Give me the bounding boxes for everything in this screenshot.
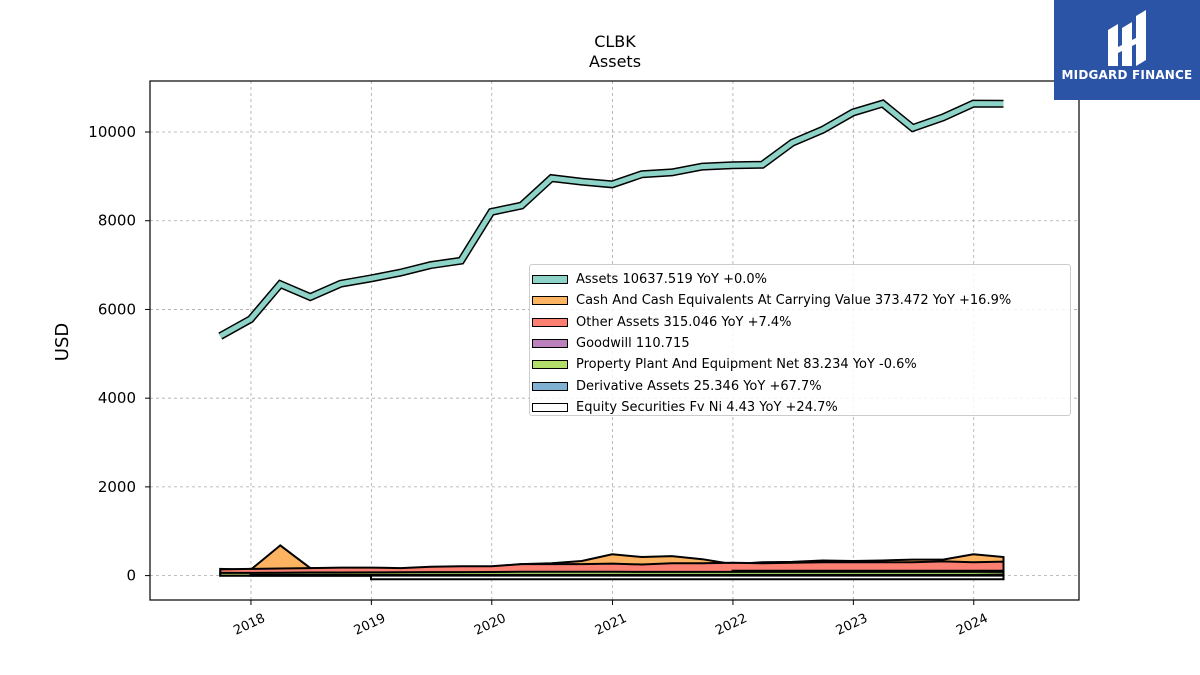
x-tick-label: 2021 (593, 611, 629, 639)
legend-swatch (532, 339, 568, 349)
legend-label: Derivative Assets 25.346 YoY +67.7% (576, 378, 822, 394)
y-ticks: 0 2000 4000 6000 8000 10000 (88, 123, 150, 585)
legend-swatch (532, 360, 568, 370)
legend-swatch (532, 275, 568, 285)
legend-item: Goodwill 110.715 (530, 333, 1070, 354)
legend-item: Other Assets 315.046 YoY +7.4% (530, 312, 1070, 333)
series-assets-line (219, 100, 1004, 339)
y-axis-label: USD (52, 323, 73, 361)
x-tick-label: 2022 (713, 611, 749, 639)
legend: Assets 10637.519 YoY +0.0% Cash And Cash … (529, 264, 1071, 416)
x-tick-label: 2023 (834, 611, 870, 639)
y-tick-label: 10000 (88, 123, 136, 141)
series-area-equity-securities-fv-ni (370, 574, 1005, 581)
y-tick-label: 2000 (98, 478, 136, 496)
legend-swatch (532, 317, 568, 327)
plot-frame (149, 80, 1080, 601)
legend-label: Property Plant And Equipment Net 83.234 … (576, 357, 917, 373)
x-tick-label: 2020 (472, 611, 508, 639)
y-tick-label: 4000 (98, 389, 136, 407)
chart-title: CLBK (594, 32, 636, 51)
midgard-logo-icon (1108, 10, 1146, 66)
legend-label: Assets 10637.519 YoY +0.0% (576, 272, 768, 288)
legend-swatch (532, 402, 568, 412)
legend-item: Equity Securities Fv Ni 4.43 YoY +24.7% (530, 397, 1070, 418)
legend-item: Cash And Cash Equivalents At Carrying Va… (530, 290, 1070, 311)
y-tick-label: 8000 (98, 212, 136, 230)
legend-item: Derivative Assets 25.346 YoY +67.7% (530, 375, 1070, 396)
legend-label: Other Assets 315.046 YoY +7.4% (576, 314, 792, 330)
y-tick-label: 0 (126, 567, 136, 585)
legend-label: Goodwill 110.715 (576, 336, 690, 352)
legend-swatch (532, 296, 568, 306)
x-tick-label: 2019 (352, 611, 388, 639)
x-tick-label: 2024 (954, 611, 990, 639)
legend-swatch (532, 381, 568, 391)
x-tick-label: 2018 (231, 611, 267, 639)
logo-text: MIDGARD FINANCE (1061, 68, 1193, 82)
series-layer (218, 99, 1005, 581)
legend-label: Cash And Cash Equivalents At Carrying Va… (576, 293, 1012, 309)
y-tick-label: 6000 (98, 300, 136, 318)
legend-label: Equity Securities Fv Ni 4.43 YoY +24.7% (576, 399, 838, 415)
chart-subtitle: Assets (588, 52, 642, 71)
x-ticks: 2018 2019 2020 2021 2022 2023 2024 (231, 600, 990, 639)
legend-item: Assets 10637.519 YoY +0.0% (530, 269, 1070, 290)
legend-item: Property Plant And Equipment Net 83.234 … (530, 354, 1070, 375)
brand-logo: MIDGARD FINANCE (1054, 0, 1200, 100)
